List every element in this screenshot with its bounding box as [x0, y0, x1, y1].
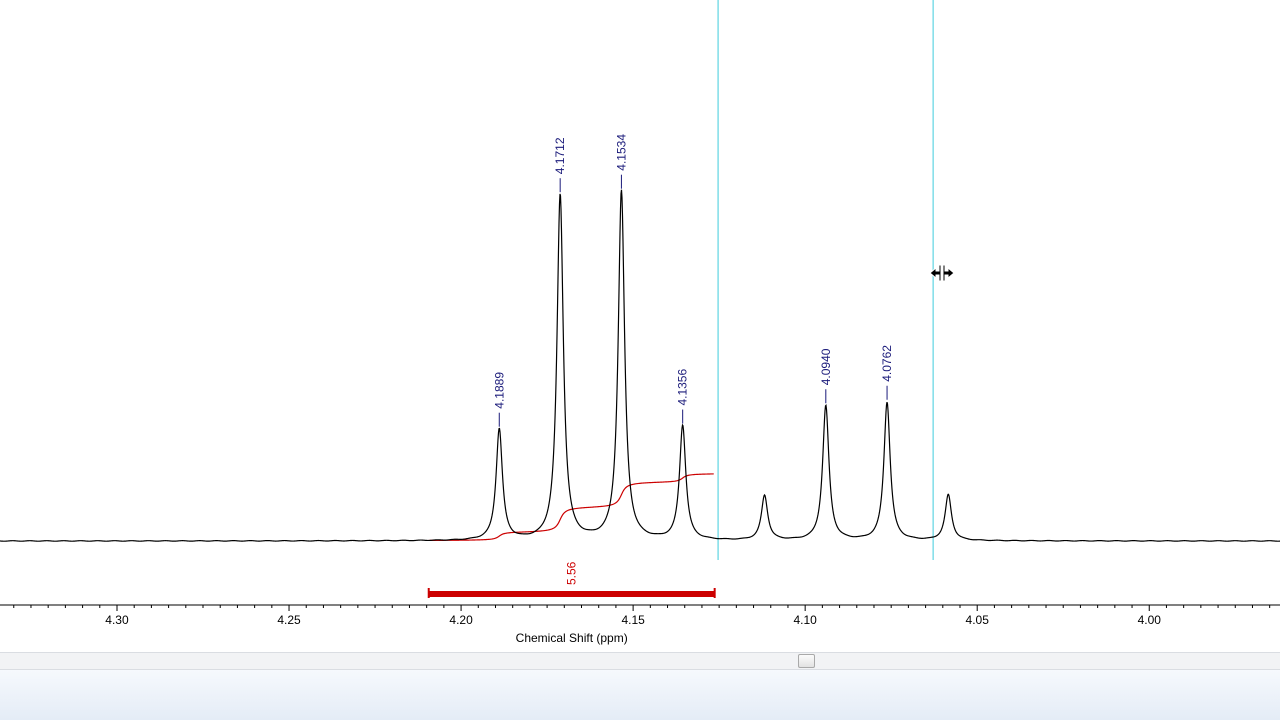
integral-curve — [428, 473, 714, 542]
nmr-spectrum-chart[interactable]: 5.56 4.1889 4.1712 4.1534 4.1356 4.0940 4.076… — [0, 0, 1280, 652]
x-axis-label: Chemical Shift (ppm) — [516, 631, 628, 645]
x-tick-label: 4.05 — [966, 613, 990, 627]
peak-label: 4.1534 — [614, 134, 628, 171]
x-tick-label: 4.10 — [793, 613, 817, 627]
x-tick-label: 4.15 — [621, 613, 645, 627]
peak-label: 4.0762 — [880, 345, 894, 382]
integral-value: 5.56 — [565, 561, 579, 585]
spectrum-trace — [0, 189, 1280, 542]
x-tick-label: 4.20 — [449, 613, 473, 627]
peak-label: 4.1712 — [553, 137, 567, 174]
peak-label: 4.1889 — [492, 372, 506, 409]
x-tick-label: 4.00 — [1138, 613, 1162, 627]
x-tick-label: 4.30 — [105, 613, 129, 627]
peak-label: 4.0940 — [819, 348, 833, 385]
horizontal-scrollbar[interactable] — [0, 652, 1280, 670]
peak-label: 4.1356 — [676, 369, 690, 406]
spectrum-svg[interactable]: 5.56 4.1889 4.1712 4.1534 4.1356 4.0940 4.076… — [0, 0, 1280, 652]
integral-bar[interactable] — [428, 591, 715, 597]
resize-horizontal-cursor-icon — [927, 262, 957, 284]
x-tick-label: 4.25 — [277, 613, 301, 627]
status-bar — [0, 670, 1280, 720]
scrollbar-thumb[interactable] — [798, 654, 815, 668]
